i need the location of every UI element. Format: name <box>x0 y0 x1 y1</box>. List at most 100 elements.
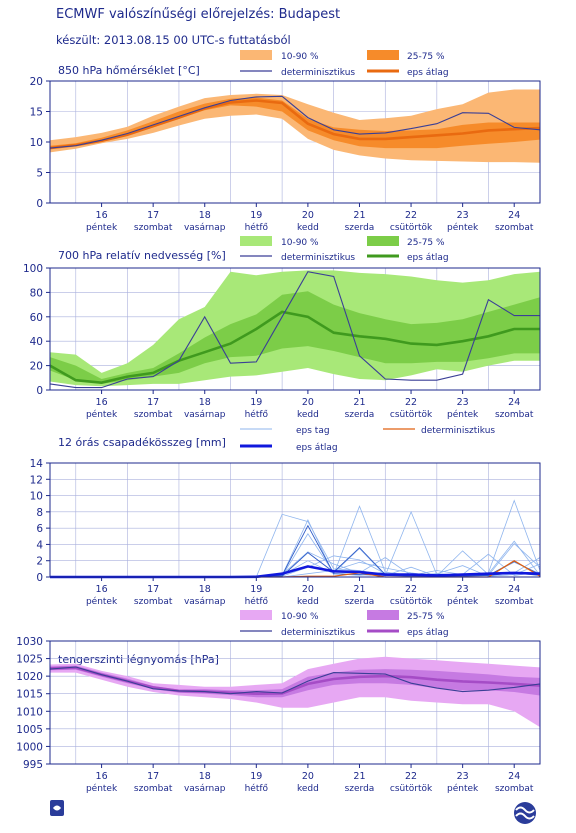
x-tick-weekday: vasárnap <box>184 784 226 794</box>
humidity-title: 700 hPa relatív nedvesség [%] <box>58 249 226 262</box>
temperature-title: 850 hPa hőmérséklet [°C] <box>58 64 200 77</box>
x-tick-day: 21 <box>353 584 365 595</box>
x-tick-day: 24 <box>508 210 520 221</box>
x-tick-weekday: hétfő <box>245 783 269 794</box>
x-tick-day: 23 <box>457 584 469 595</box>
x-tick-weekday: szombat <box>134 597 173 607</box>
x-tick-day: 20 <box>302 771 314 782</box>
x-tick-weekday: kedd <box>297 410 319 420</box>
legend-band-outer-swatch <box>240 50 272 60</box>
x-tick-day: 24 <box>508 771 520 782</box>
legend-band-outer-label: 10-90 % <box>281 238 319 248</box>
x-tick-weekday: péntek <box>86 409 118 420</box>
humidity-chart: 700 hPa relatív nedvesség [%] 10-90 % 25-7… <box>23 236 541 420</box>
x-tick-day: 19 <box>250 210 262 221</box>
x-tick-day: 17 <box>147 397 159 408</box>
y-tick-label: 1015 <box>16 689 43 701</box>
omsz-logo <box>50 800 64 816</box>
y-tick-label: 1005 <box>16 724 43 736</box>
x-tick-day: 16 <box>96 210 108 221</box>
x-tick-day: 16 <box>96 771 108 782</box>
y-tick-label: 2 <box>36 556 43 568</box>
legend-deterministic-label: determinisztikus <box>281 628 355 638</box>
page-title: ECMWF valószínűségi előrejelzés: Budapes… <box>56 7 341 22</box>
ecmwf-logo-circle <box>514 802 536 824</box>
x-tick-weekday: csütörtök <box>390 784 433 794</box>
y-tick-label: 12 <box>30 474 43 486</box>
x-tick-weekday: kedd <box>297 597 319 607</box>
precipitation-grid <box>50 463 541 577</box>
legend-members-label: eps tag <box>296 426 330 436</box>
legend-band-inner-swatch <box>367 50 399 60</box>
x-tick-day: 19 <box>250 771 262 782</box>
precipitation-title: 12 órás csapadékösszeg [mm] <box>58 436 226 449</box>
x-tick-weekday: szombat <box>134 223 173 233</box>
eps-member-line <box>50 547 541 578</box>
y-tick-label: 1010 <box>16 706 43 718</box>
legend-deterministic-label: determinisztikus <box>281 68 355 78</box>
x-tick-day: 21 <box>353 210 365 221</box>
y-tick-label: 40 <box>30 336 43 348</box>
x-tick-weekday: szombat <box>495 223 534 233</box>
legend-band-outer-label: 10-90 % <box>281 612 319 622</box>
pressure-frame <box>49 640 541 765</box>
y-tick-label: 10 <box>30 491 43 503</box>
x-tick-weekday: szombat <box>495 597 534 607</box>
deterministic-line <box>49 95 541 149</box>
y-tick-label: 0 <box>36 385 43 397</box>
eps-member-line <box>50 505 541 578</box>
y-tick-label: 995 <box>23 759 43 771</box>
legend-deterministic-label: determinisztikus <box>421 426 495 436</box>
deterministic-line <box>49 666 541 695</box>
y-tick-label: 8 <box>36 507 43 519</box>
x-tick-weekday: hétfő <box>245 409 269 420</box>
x-tick-day: 19 <box>250 584 262 595</box>
x-tick-day: 21 <box>353 771 365 782</box>
run-info: készült: 2013.08.15 00 UTC-s futtatásból <box>56 33 291 47</box>
x-tick-weekday: péntek <box>447 222 479 233</box>
y-tick-label: 1025 <box>16 654 43 666</box>
x-tick-day: 23 <box>457 771 469 782</box>
deterministic-line <box>49 271 540 389</box>
precipitation-y-axis: 0 2 4 6 8 10 12 14 <box>30 458 50 584</box>
humidity-legend: 10-90 % 25-75 % determinisztikus eps átlag <box>240 236 449 263</box>
x-tick-day: 18 <box>199 210 211 221</box>
x-tick-weekday: szerda <box>345 784 375 794</box>
precipitation-frame <box>49 462 541 578</box>
x-tick-day: 20 <box>302 210 314 221</box>
humidity-frame <box>49 267 541 391</box>
band-25-75 <box>50 291 540 384</box>
ecmwf-logo-waves <box>515 806 535 820</box>
x-tick-day: 17 <box>147 584 159 595</box>
pressure-x-axis: 16péntek17szombat18vasárnap19hétfő20kedd… <box>86 764 534 794</box>
y-tick-label: 4 <box>36 539 43 551</box>
x-tick-weekday: péntek <box>86 783 118 794</box>
x-tick-day: 23 <box>457 397 469 408</box>
x-tick-weekday: csütörtök <box>390 410 433 420</box>
legend-band-outer-label: 10-90 % <box>281 52 319 62</box>
legend-mean-label: eps átlag <box>407 628 449 638</box>
legend-deterministic-label: determinisztikus <box>281 253 355 263</box>
x-tick-weekday: szombat <box>134 410 173 420</box>
x-tick-weekday: kedd <box>297 223 319 233</box>
legend-band-outer-swatch <box>240 236 272 246</box>
x-tick-weekday: hétfő <box>245 222 269 233</box>
x-tick-weekday: szombat <box>495 410 534 420</box>
x-tick-weekday: péntek <box>447 596 479 607</box>
x-tick-weekday: péntek <box>86 596 118 607</box>
y-tick-label: 60 <box>30 312 43 324</box>
legend-band-outer-swatch <box>240 610 272 620</box>
temperature-x-axis: 16péntek17szombat18vasárnap19hétfő20kedd… <box>86 203 534 233</box>
x-tick-day: 23 <box>457 210 469 221</box>
legend-band-inner-label: 25-75 % <box>407 52 445 62</box>
x-tick-weekday: vasárnap <box>184 410 226 420</box>
legend-band-inner-label: 25-75 % <box>407 238 445 248</box>
temperature-y-axis: 0 5 10 15 20 <box>30 76 50 210</box>
precipitation-legend: eps tag determinisztikus eps átlag <box>240 426 495 453</box>
eps-mean-line <box>49 310 540 385</box>
x-tick-weekday: szombat <box>495 784 534 794</box>
x-tick-day: 22 <box>405 210 417 221</box>
x-tick-weekday: szerda <box>345 597 375 607</box>
x-tick-day: 18 <box>199 397 211 408</box>
